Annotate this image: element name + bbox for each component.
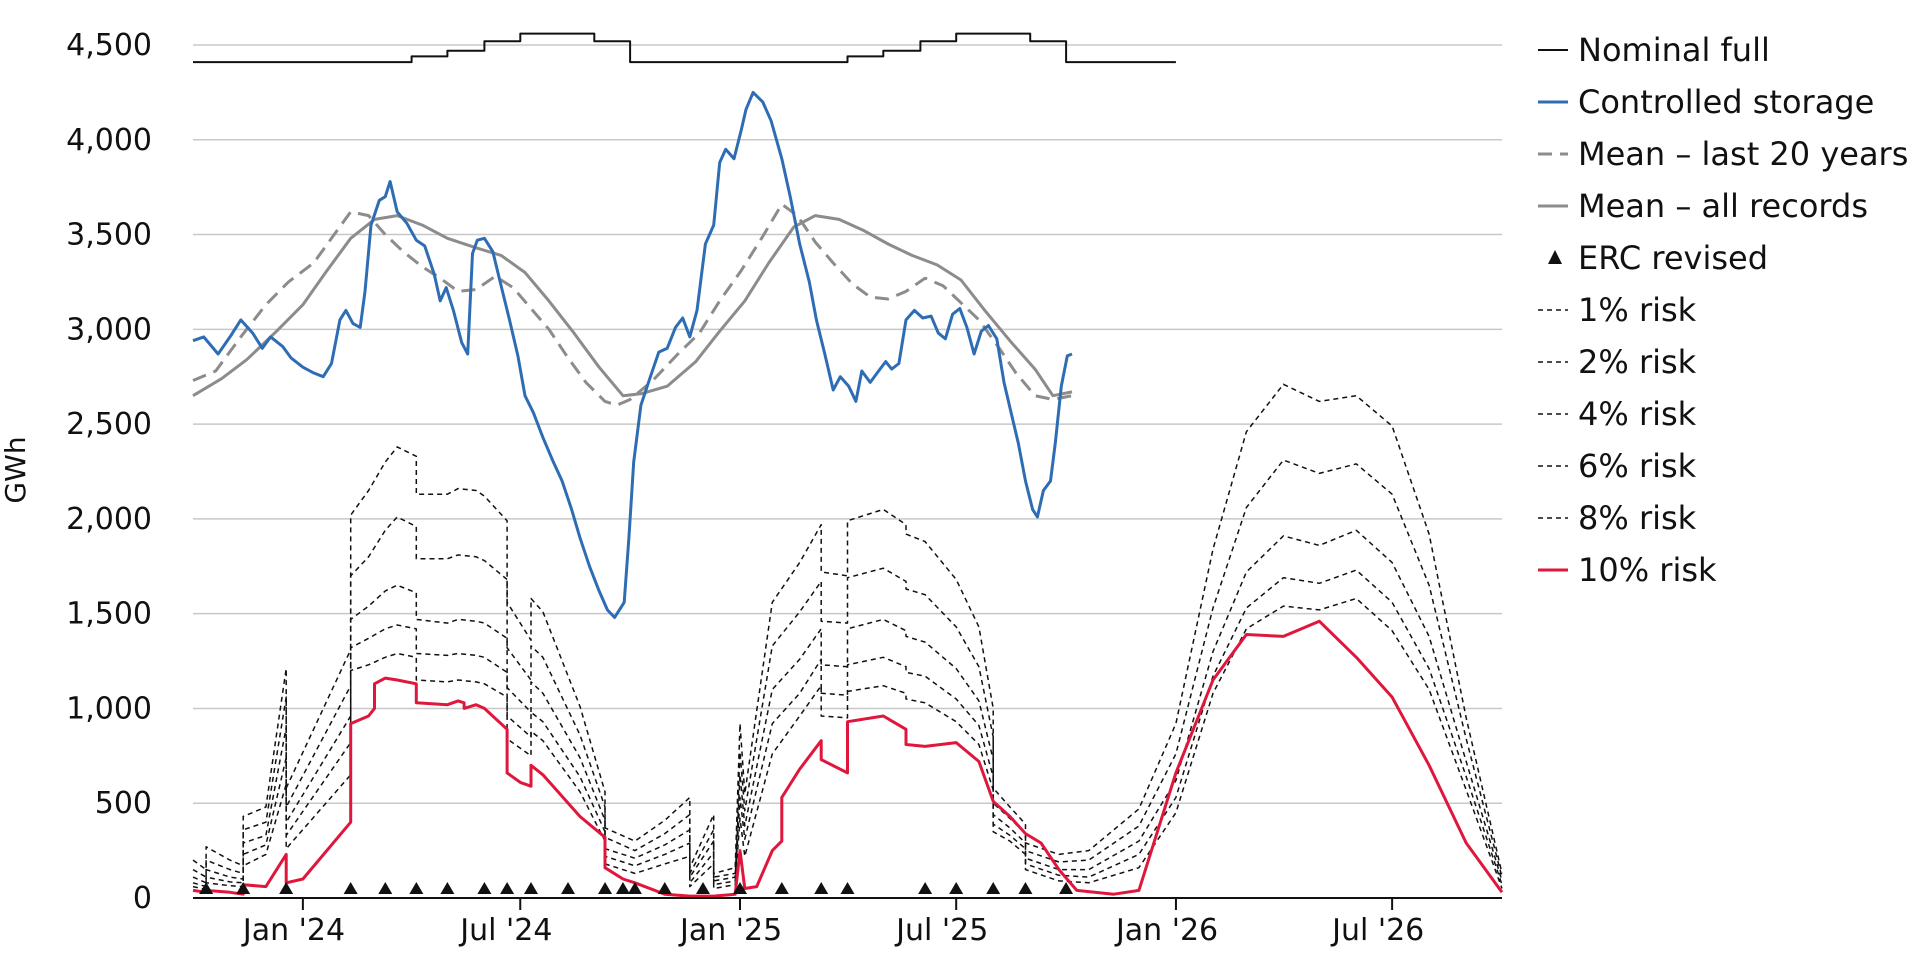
legend-swatch-erc xyxy=(1548,250,1562,264)
legend: Nominal full Controlled storage Mean – las… xyxy=(1538,31,1908,589)
y-tick-label: 1,000 xyxy=(66,691,152,726)
y-tick-label: 500 xyxy=(95,786,152,821)
erc-revised-marker xyxy=(378,882,393,894)
series-line-meanall xyxy=(192,214,1073,398)
legend-label-nominal: Nominal full xyxy=(1578,31,1770,69)
erc-revised-marker xyxy=(695,882,710,894)
erc-revised-marker xyxy=(840,882,855,894)
x-tick-label: Jan '24 xyxy=(241,913,345,948)
erc-revised-marker xyxy=(523,882,538,894)
series-line-r2 xyxy=(192,459,1503,878)
series-line-nominal xyxy=(193,32,1176,64)
legend-label-r6: 6% risk xyxy=(1578,447,1697,485)
y-tick-label: 3,500 xyxy=(66,218,152,253)
erc-revised-marker xyxy=(986,882,1001,894)
legend-label-r1: 1% risk xyxy=(1578,291,1697,329)
erc-revised-marker xyxy=(199,882,214,894)
x-tick-label: Jul '25 xyxy=(894,913,988,948)
erc-revised-marker xyxy=(561,882,576,894)
series-line-mean20 xyxy=(192,202,1073,407)
erc-revised-marker xyxy=(814,882,829,894)
erc-revised-marker xyxy=(627,882,642,894)
erc-revised-marker xyxy=(949,882,964,894)
erc-revised-marker xyxy=(409,882,424,894)
erc-revised-marker xyxy=(236,882,251,894)
erc-revised-marker xyxy=(657,882,672,894)
erc-revised-marker xyxy=(440,882,455,894)
y-tick-label: 3,000 xyxy=(66,312,152,347)
series-lines xyxy=(192,32,1504,898)
y-tick-label: 1,500 xyxy=(66,597,152,632)
x-tick-label: Jan '25 xyxy=(678,913,782,948)
gridlines xyxy=(193,44,1502,804)
y-axis-ticks: 0 500 1,000 1,500 2,000 2,500 3,000 3,500 4,000 4… xyxy=(66,28,152,916)
legend-label-meanall: Mean – all records xyxy=(1578,187,1868,225)
y-tick-label: 2,500 xyxy=(66,407,152,442)
legend-label-r4: 4% risk xyxy=(1578,395,1697,433)
erc-revised-marker xyxy=(500,882,515,894)
erc-revised-marker xyxy=(1059,882,1074,894)
x-tick-label: Jul '26 xyxy=(1330,913,1424,948)
y-tick-label: 4,500 xyxy=(66,28,152,63)
y-axis-title: GWh xyxy=(0,436,32,503)
series-line-storage xyxy=(192,90,1073,619)
erc-revised-marker xyxy=(918,882,933,894)
erc-revised-marker xyxy=(774,882,789,894)
legend-label-r10: 10% risk xyxy=(1578,551,1717,589)
erc-revised-markers xyxy=(199,882,1074,894)
y-tick-label: 4,000 xyxy=(66,123,152,158)
x-tick-label: Jul '24 xyxy=(458,913,552,948)
legend-label-r8: 8% risk xyxy=(1578,499,1697,537)
x-tick-label: Jan '26 xyxy=(1114,913,1218,948)
series-line-r8 xyxy=(192,597,1503,891)
erc-revised-marker xyxy=(343,882,358,894)
y-tick-label: 0 xyxy=(133,881,152,916)
erc-revised-marker xyxy=(477,882,492,894)
series-line-r1 xyxy=(192,383,1503,875)
y-tick-label: 2,000 xyxy=(66,502,152,537)
erc-revised-marker xyxy=(1018,882,1033,894)
x-axis-ticks: Jan '24 Jul '24 Jan '25 Jul '25 Jan '26 Jul '… xyxy=(241,898,1424,948)
series-line-r10 xyxy=(192,619,1504,898)
legend-label-erc: ERC revised xyxy=(1578,239,1768,277)
legend-label-mean20: Mean – last 20 years xyxy=(1578,135,1908,173)
erc-revised-marker xyxy=(733,882,748,894)
legend-label-r2: 2% risk xyxy=(1578,343,1697,381)
legend-label-storage: Controlled storage xyxy=(1578,83,1874,121)
erc-revised-marker xyxy=(615,882,630,894)
erc-revised-marker xyxy=(598,882,613,894)
erc-revised-marker xyxy=(279,882,294,894)
